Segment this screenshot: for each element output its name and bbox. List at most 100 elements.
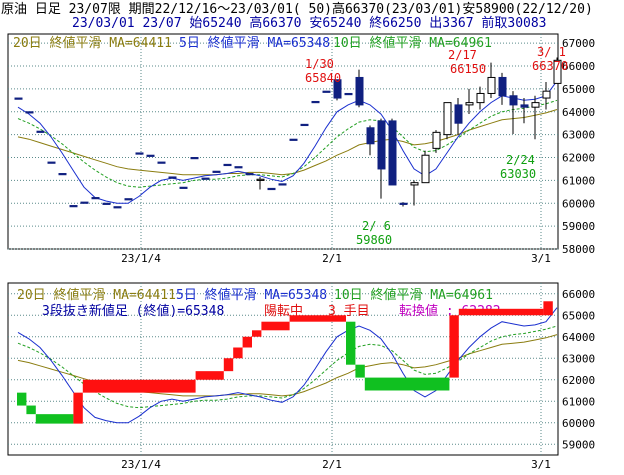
candle xyxy=(256,176,265,190)
candle xyxy=(421,150,430,184)
y-tick-label: 66000 xyxy=(562,60,595,73)
annotation-date: 1/30 xyxy=(305,57,334,71)
up-block xyxy=(242,336,252,348)
annotation-2-6: 2/ 6 59860 xyxy=(356,219,392,247)
up-block xyxy=(252,330,262,337)
candle-body xyxy=(421,154,430,184)
candle-body xyxy=(520,104,529,108)
price-x-axis: 23/1/4 2/1 3/1 xyxy=(121,252,551,265)
down-block xyxy=(17,392,27,406)
candle xyxy=(322,90,331,93)
ma5-line xyxy=(17,80,558,204)
kagi-ma5-line xyxy=(17,307,558,424)
candle-body xyxy=(69,205,78,208)
candle-body xyxy=(135,152,144,155)
candle xyxy=(344,92,353,96)
candle-body xyxy=(278,183,287,186)
y-tick-label: 61000 xyxy=(562,174,595,187)
kagi-y-axis: 59000 60000 61000 62000 63000 64000 65000 66000 xyxy=(562,288,595,452)
candle xyxy=(223,163,232,167)
candle-body xyxy=(234,166,243,169)
candle-body xyxy=(355,76,364,106)
candle-body xyxy=(80,201,89,204)
candle-body xyxy=(344,92,353,96)
candle xyxy=(300,123,309,127)
candle-body xyxy=(322,90,331,93)
candle-body xyxy=(476,92,485,104)
candle-body xyxy=(168,176,177,179)
y-tick-label: 64000 xyxy=(562,331,595,344)
candle-body xyxy=(91,197,100,200)
up-block xyxy=(449,315,459,378)
annotation-value: 65840 xyxy=(305,71,341,85)
candle xyxy=(91,197,100,200)
x-tick-label: 23/1/4 xyxy=(121,458,161,471)
candle-body xyxy=(531,102,540,108)
candle xyxy=(333,79,342,101)
y-tick-label: 66000 xyxy=(562,288,595,301)
up-block xyxy=(233,347,243,359)
candle-body xyxy=(487,76,496,94)
candle xyxy=(355,69,364,108)
y-tick-label: 65000 xyxy=(562,83,595,96)
candle xyxy=(542,82,551,110)
annotation-date: 2/24 xyxy=(506,153,535,167)
candles xyxy=(14,57,562,209)
candle-body xyxy=(113,206,122,209)
candle xyxy=(124,198,133,201)
candle-body xyxy=(333,79,342,99)
up-block xyxy=(82,379,196,393)
candle-body xyxy=(366,127,375,145)
candle xyxy=(234,166,243,169)
candle xyxy=(377,118,386,199)
candle-body xyxy=(498,76,507,97)
y-tick-label: 61000 xyxy=(562,395,595,408)
candle xyxy=(476,86,485,110)
legend-ma5: 5日 終値平滑 MA=65348 xyxy=(179,35,330,51)
y-tick-label: 62000 xyxy=(562,374,595,387)
candle xyxy=(509,91,518,134)
candle xyxy=(201,177,210,180)
candle-body xyxy=(124,198,133,201)
candle-body xyxy=(190,157,199,160)
candle-body xyxy=(454,104,463,124)
candle xyxy=(157,161,166,164)
candle xyxy=(454,98,463,135)
candle xyxy=(311,100,320,104)
candle-body xyxy=(509,95,518,106)
candle-body xyxy=(388,120,397,186)
candle-body xyxy=(553,59,562,84)
x-tick-label: 3/1 xyxy=(531,252,551,265)
candle-body xyxy=(157,161,166,164)
up-block xyxy=(223,358,234,372)
candle xyxy=(179,186,188,189)
price-chart-frame xyxy=(7,33,559,250)
ma5-path xyxy=(17,307,558,424)
annotation-date: 2/17 xyxy=(448,48,477,62)
candle-body xyxy=(36,130,45,133)
candle-body xyxy=(311,100,320,104)
candle-body xyxy=(399,202,408,205)
candle-body xyxy=(102,202,111,205)
candle-body xyxy=(179,186,188,189)
ma5-path xyxy=(17,80,558,204)
y-tick-label: 59000 xyxy=(562,438,595,451)
candle xyxy=(399,202,408,207)
candle xyxy=(168,176,177,179)
up-block xyxy=(543,301,553,316)
candle xyxy=(289,138,298,141)
candle xyxy=(498,72,507,105)
down-block xyxy=(355,364,365,378)
up-block xyxy=(458,308,544,316)
candle-body xyxy=(267,187,276,191)
annotation-value: 59860 xyxy=(356,233,392,247)
annotation-1-30: 1/30 65840 xyxy=(305,57,341,85)
candle xyxy=(487,62,496,99)
down-block xyxy=(346,321,356,365)
kagi-x-axis: 23/1/4 2/1 3/1 xyxy=(121,458,551,471)
candle xyxy=(465,88,474,115)
ma10-path xyxy=(17,325,558,409)
y-tick-label: 63000 xyxy=(562,352,595,365)
candle xyxy=(69,205,78,208)
candle-body xyxy=(256,178,265,181)
